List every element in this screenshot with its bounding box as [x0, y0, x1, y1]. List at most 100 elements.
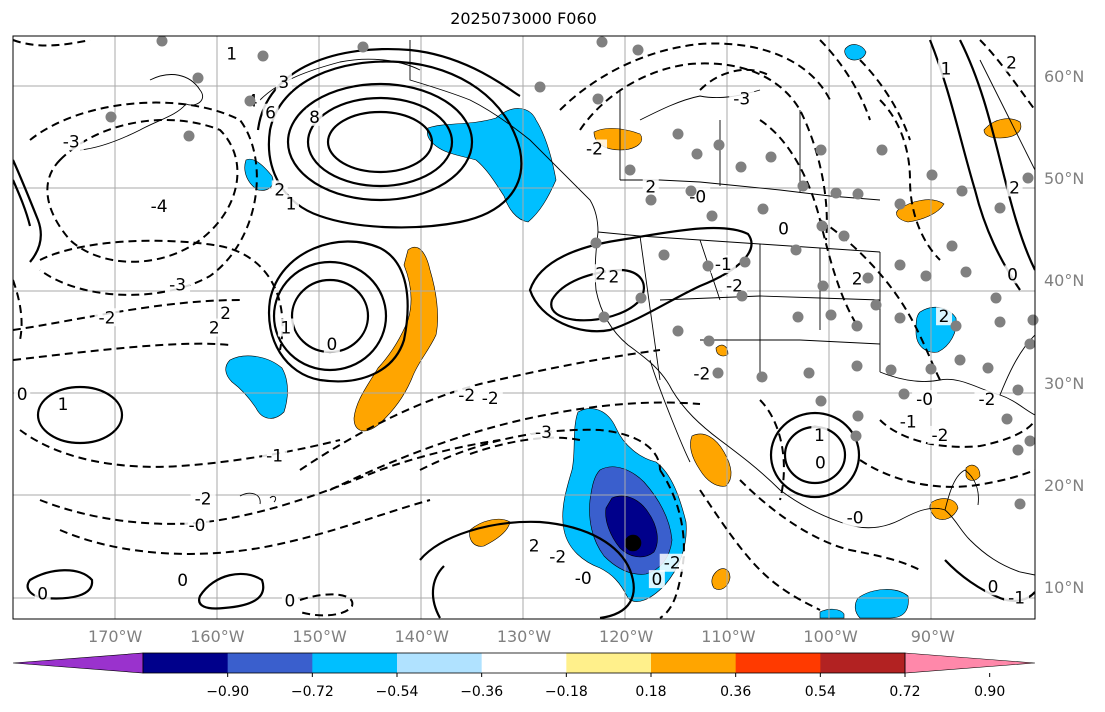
contour-label: 0: [37, 584, 48, 604]
station-dot: [838, 230, 850, 242]
contour-label: -2: [482, 389, 499, 409]
contour-label: -0: [847, 509, 864, 529]
station-dot: [851, 320, 863, 332]
blue-region-small-bottom: [819, 608, 845, 619]
contour-label: 2: [274, 180, 285, 200]
station-dot: [685, 185, 697, 197]
latitude-label: 10°N: [1044, 578, 1085, 598]
contour-label: 0: [1007, 265, 1018, 285]
contour-label-background: [927, 425, 953, 444]
latitude-label: 60°N: [1044, 66, 1085, 86]
colorbar-tick-label: −0.72: [290, 684, 334, 700]
contour-label: 6: [265, 104, 276, 124]
contour-label: -2: [693, 365, 710, 385]
station-dot: [852, 410, 864, 422]
station-dot: [1022, 172, 1034, 184]
station-dot: [592, 93, 604, 105]
station-dot: [982, 362, 994, 374]
contour-label-background: [206, 318, 223, 337]
contour-label-background: [223, 44, 240, 63]
colorbar: [12, 652, 1036, 677]
contour-label: -2: [195, 489, 212, 509]
colorbar-tick-label: 0.36: [720, 684, 752, 700]
colorbar-tick-label: −0.54: [375, 684, 419, 700]
contour-label: -0: [575, 569, 592, 589]
contour-label-layer: 86432112210-3-2-4-310-1-2-0000-2-2-3-20-…: [14, 44, 1030, 612]
station-dot: [357, 41, 369, 53]
station-dot: [706, 210, 718, 222]
contour-label: 2: [645, 177, 656, 197]
station-dot: [596, 36, 608, 48]
colorbar-tick-label: 0.72: [889, 684, 921, 700]
colorbar-bin: [820, 653, 906, 673]
contour-label: -4: [151, 197, 168, 217]
station-dot: [735, 161, 747, 173]
longitude-label: 110°W: [701, 627, 756, 646]
colorbar-bin: [481, 653, 567, 673]
contour-label-background: [605, 267, 622, 286]
station-dot: [792, 311, 804, 323]
contour-label: -2: [978, 390, 995, 410]
contour-label-background: [323, 334, 340, 353]
contour-label: -3: [63, 132, 80, 152]
map-frame: [12, 35, 1036, 620]
station-dot: [1024, 435, 1036, 447]
contour-label-background: [912, 390, 938, 409]
contour-label-background: [842, 508, 868, 527]
contour-label: -3: [733, 89, 750, 109]
colorbar-bin: [651, 653, 737, 673]
colorbar-bin: [735, 653, 821, 673]
contour-label-background: [282, 194, 299, 213]
contour-label: 0: [285, 592, 296, 612]
contour-label-background: [275, 73, 292, 92]
contour-label: 3: [278, 73, 289, 93]
orange-region-gulf-small: [965, 464, 981, 481]
station-dot: [598, 311, 610, 323]
station-dot: [990, 292, 1002, 304]
orange-region-gulf-of-california: [690, 433, 732, 487]
contour-label: 2: [595, 264, 606, 284]
contour-label-background: [545, 547, 571, 566]
contour-label-background: [34, 584, 51, 603]
station-dot: [862, 272, 874, 284]
contour-label-background: [1003, 53, 1020, 72]
station-dot: [590, 237, 602, 249]
colorbar-tick-label: −0.90: [206, 684, 250, 700]
contour-label-background: [1006, 178, 1023, 197]
station-dot: [817, 280, 829, 292]
latitude-label: 20°N: [1044, 476, 1085, 496]
contour-label-background: [94, 308, 120, 327]
latitude-label: 50°N: [1044, 169, 1085, 189]
contour-label-background: [165, 275, 191, 294]
contour-label: 0: [778, 219, 789, 239]
station-dot: [925, 363, 937, 375]
contour-label: -2: [586, 140, 603, 160]
station-dot: [803, 367, 815, 379]
blue-region-alaska-gulf: [426, 108, 557, 223]
dashed-contour-lines: [13, 39, 1035, 619]
station-dot: [950, 320, 962, 332]
contour-label-background: [710, 255, 736, 274]
station-dot: [645, 194, 657, 206]
contour-label-background: [454, 386, 480, 405]
contour-label: 0: [17, 385, 28, 405]
station-dot: [816, 220, 828, 232]
station-dot: [192, 72, 204, 84]
contour-label: -1: [266, 446, 283, 466]
station-dot: [894, 312, 906, 324]
longitude-label: 120°W: [599, 627, 654, 646]
station-dot: [691, 148, 703, 160]
contour-label: 2: [939, 307, 950, 327]
station-dot: [534, 81, 546, 93]
station-dot: [960, 266, 972, 278]
station-dot: [797, 180, 809, 192]
station-dot: [1024, 338, 1036, 350]
contour-label-background: [477, 389, 503, 408]
station-dot: [635, 292, 647, 304]
station-dot: [994, 202, 1006, 214]
blue-region-north-small: [844, 44, 867, 61]
colorbar-tick-label: −0.18: [544, 684, 588, 700]
contour-label: 2: [852, 269, 863, 289]
contour-label: 1: [280, 319, 291, 339]
